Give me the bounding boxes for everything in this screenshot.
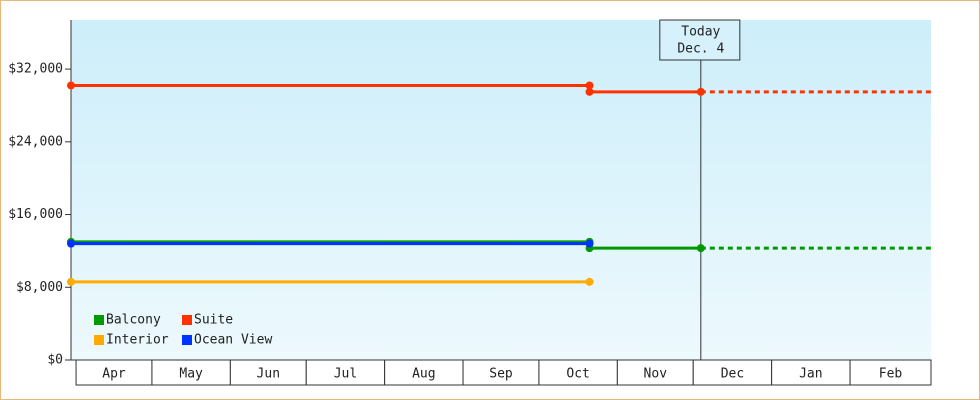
legend-label: Ocean View <box>194 333 272 348</box>
month-box <box>616 359 694 386</box>
month-box <box>384 359 464 386</box>
x-tick-label: Jul <box>334 367 357 382</box>
y-tick-label: $8,000 <box>16 280 63 295</box>
today-box <box>659 19 741 61</box>
y-tick-label: $24,000 <box>8 134 63 149</box>
legend-swatch <box>94 315 104 325</box>
month-box <box>151 359 231 386</box>
y-tick-label: $32,000 <box>8 62 63 77</box>
x-tick-label: Jun <box>257 367 280 382</box>
month-box <box>229 359 307 386</box>
point <box>585 81 594 90</box>
y-tick-label: $16,000 <box>8 207 63 222</box>
legend-swatch <box>182 315 192 325</box>
x-tick-label: May <box>179 367 203 382</box>
month-box <box>305 359 386 386</box>
point <box>67 239 75 248</box>
point <box>585 87 594 96</box>
point <box>585 239 594 248</box>
today-label: Today <box>681 25 720 40</box>
x-tick-label: Aug <box>412 367 435 382</box>
legend-swatch <box>94 335 104 345</box>
point <box>696 244 705 253</box>
month-box <box>849 359 932 386</box>
point <box>585 277 594 286</box>
x-tick-label: Jan <box>799 367 822 382</box>
legend-label: Suite <box>194 313 233 328</box>
legend-label: Balcony <box>106 313 161 328</box>
legend-label: Interior <box>106 333 169 348</box>
month-box <box>771 359 851 386</box>
x-tick-label: Nov <box>644 367 668 382</box>
plot-area <box>71 20 931 360</box>
x-tick-label: Apr <box>102 367 126 382</box>
today-date: Dec. 4 <box>677 42 724 57</box>
legend-swatch <box>182 335 192 345</box>
month-box <box>75 359 153 386</box>
x-tick-label: Dec <box>721 367 744 382</box>
x-tick-label: Oct <box>566 367 589 382</box>
x-tick-label: Feb <box>879 367 903 382</box>
point <box>696 87 705 96</box>
x-tick-label: Sep <box>489 367 513 382</box>
point <box>67 81 75 90</box>
y-tick-label: $0 <box>47 353 63 368</box>
point <box>67 277 75 286</box>
